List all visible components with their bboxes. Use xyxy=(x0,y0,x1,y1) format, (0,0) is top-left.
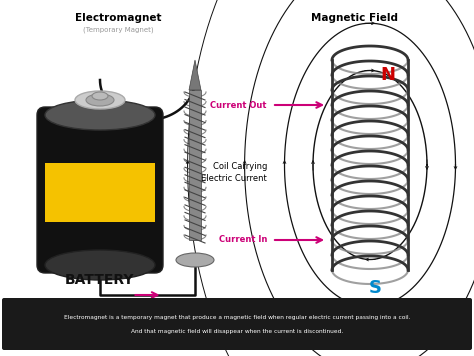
Text: Electromagnet is a temporary magnet that produce a magnetic field when regular e: Electromagnet is a temporary magnet that… xyxy=(64,315,410,320)
FancyBboxPatch shape xyxy=(45,222,155,230)
Text: Electromagnet: Electromagnet xyxy=(75,13,161,23)
Ellipse shape xyxy=(75,91,125,109)
Text: Magnetic Field: Magnetic Field xyxy=(311,13,399,23)
FancyBboxPatch shape xyxy=(45,155,155,230)
Ellipse shape xyxy=(45,250,155,280)
Ellipse shape xyxy=(176,253,214,267)
Text: N: N xyxy=(381,66,395,84)
FancyBboxPatch shape xyxy=(37,107,163,273)
FancyBboxPatch shape xyxy=(45,155,155,230)
Ellipse shape xyxy=(86,94,114,106)
Text: Current Out: Current Out xyxy=(210,100,267,110)
Text: Coil Carrying
Electric Current: Coil Carrying Electric Current xyxy=(201,162,267,183)
Ellipse shape xyxy=(92,92,108,100)
Text: And that magnetic field will disappear when the current is discontinued.: And that magnetic field will disappear w… xyxy=(131,330,343,335)
FancyBboxPatch shape xyxy=(45,155,155,163)
FancyBboxPatch shape xyxy=(189,90,201,240)
Text: (Temporary Magnet): (Temporary Magnet) xyxy=(82,27,153,33)
Text: Current In: Current In xyxy=(219,236,267,245)
FancyBboxPatch shape xyxy=(2,298,472,350)
Ellipse shape xyxy=(45,100,155,130)
Text: BATTERY: BATTERY xyxy=(65,273,135,287)
Polygon shape xyxy=(189,60,201,90)
Text: S: S xyxy=(368,279,382,297)
